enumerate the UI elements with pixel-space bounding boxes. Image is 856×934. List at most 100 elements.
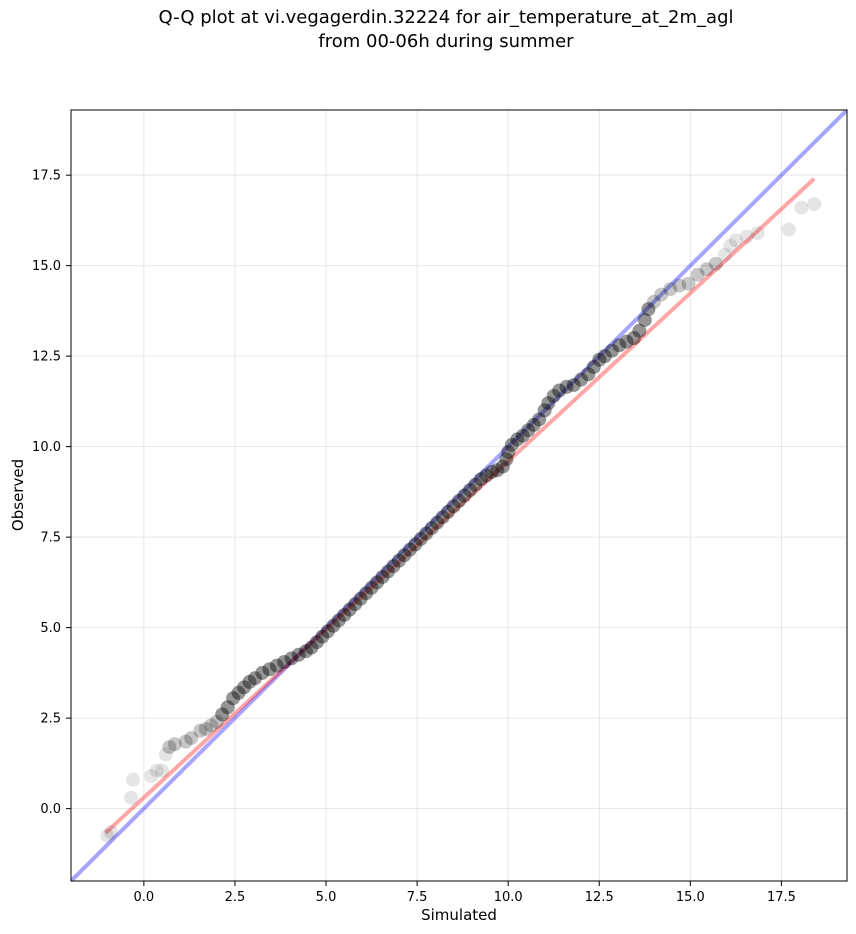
quantile-point [162, 740, 177, 755]
y-tick-label: 12.5 [32, 350, 61, 365]
quantile-point [184, 731, 199, 746]
quantile-point [435, 510, 450, 525]
quantile-point [125, 772, 140, 787]
quantile-point [646, 294, 661, 309]
quantile-point [605, 343, 620, 358]
quantile-point [619, 334, 634, 349]
quantile-point [155, 763, 170, 778]
y-axis-label: Observed [9, 459, 27, 531]
quantile-point [231, 685, 246, 700]
quantile-point [699, 262, 714, 277]
quantile-point [552, 383, 567, 398]
quantile-points [100, 197, 822, 843]
quantile-point [723, 238, 738, 253]
quantile-point [537, 403, 552, 418]
quantile-point [495, 459, 510, 474]
quantile-point [473, 472, 488, 487]
quantile-point [424, 521, 439, 536]
quantile-point [359, 586, 374, 601]
quantile-point [178, 734, 193, 749]
quantile-point [315, 629, 330, 644]
quantile-point [781, 222, 796, 237]
y-tick-label: 0.0 [40, 802, 61, 817]
quantile-point [309, 635, 324, 650]
quantile-point [237, 680, 252, 695]
quantile-point [681, 276, 696, 291]
quantile-point [402, 542, 417, 557]
x-axis-ticks: 0.0 2.5 5.0 7.5 10.0 12.5 15.0 17.5 [134, 881, 796, 905]
quantile-point [541, 396, 556, 411]
quantile-point [728, 233, 743, 248]
quantile-point [193, 723, 208, 738]
x-tick-label: 5.0 [316, 890, 337, 905]
x-tick-label: 12.5 [585, 890, 614, 905]
quantile-point [262, 662, 277, 677]
quantile-point [794, 200, 809, 215]
quantile-point [124, 790, 139, 805]
y-tick-label: 7.5 [40, 531, 61, 546]
quantile-point [457, 488, 472, 503]
quantile-point [641, 302, 656, 317]
quantile-point [632, 323, 647, 338]
quantile-point [515, 428, 530, 443]
quantile-point [484, 464, 499, 479]
quantile-point [663, 282, 678, 297]
quantile-point [504, 437, 519, 452]
quantile-point [391, 553, 406, 568]
quantile-point [247, 671, 262, 686]
chart-title: Q-Q plot at vi.vegagerdin.32224 for air_… [0, 6, 856, 54]
chart-title-line-1: Q-Q plot at vi.vegagerdin.32224 for air_… [158, 7, 734, 28]
quantile-point [430, 515, 445, 530]
quantile-point [566, 378, 581, 393]
fit-line [104, 177, 816, 835]
quantile-point [612, 338, 627, 353]
x-axis-label: Simulated [421, 906, 497, 924]
quantile-point [337, 607, 352, 622]
quantile-point [348, 597, 363, 612]
quantile-point [441, 504, 456, 519]
x-tick-label: 15.0 [676, 890, 705, 905]
quantile-point [386, 559, 401, 574]
quantile-point [739, 229, 754, 244]
quantile-point [574, 372, 589, 387]
quantile-point [149, 763, 164, 778]
quantile-point [331, 613, 346, 628]
quantile-point [269, 658, 284, 673]
quantile-point [204, 718, 219, 733]
quantile-point [708, 256, 723, 271]
quantile-point [597, 349, 612, 364]
quantile-point [717, 247, 732, 262]
quantile-point [581, 367, 596, 382]
quantile-point [209, 714, 224, 729]
quantile-point [462, 483, 477, 498]
quantile-point [370, 575, 385, 590]
quantile-point [690, 267, 705, 282]
quantile-point [501, 445, 516, 460]
quantile-point [807, 197, 822, 212]
quantile-point [220, 700, 235, 715]
quantile-point [255, 665, 270, 680]
quantile-point [468, 477, 483, 492]
quantile-point [559, 379, 574, 394]
quantile-point [104, 825, 119, 840]
quantile-point [158, 747, 173, 762]
quantile-point [100, 828, 115, 843]
x-tick-label: 10.0 [494, 890, 523, 905]
quantile-point [226, 691, 241, 706]
quantile-point [672, 278, 687, 293]
y-tick-label: 15.0 [32, 259, 61, 274]
quantile-point [637, 312, 652, 327]
quantile-point [490, 463, 505, 478]
y-tick-label: 17.5 [32, 169, 61, 184]
quantile-point [342, 602, 357, 617]
x-tick-label: 2.5 [225, 890, 246, 905]
identity-line [71, 110, 847, 881]
quantile-point [526, 417, 541, 432]
quantile-point [353, 591, 368, 606]
quantile-point [380, 564, 395, 579]
reference-lines [71, 110, 847, 881]
quantile-point [592, 352, 607, 367]
x-tick-label: 7.5 [407, 890, 428, 905]
quantile-point [397, 548, 412, 563]
quantile-point [479, 468, 494, 483]
